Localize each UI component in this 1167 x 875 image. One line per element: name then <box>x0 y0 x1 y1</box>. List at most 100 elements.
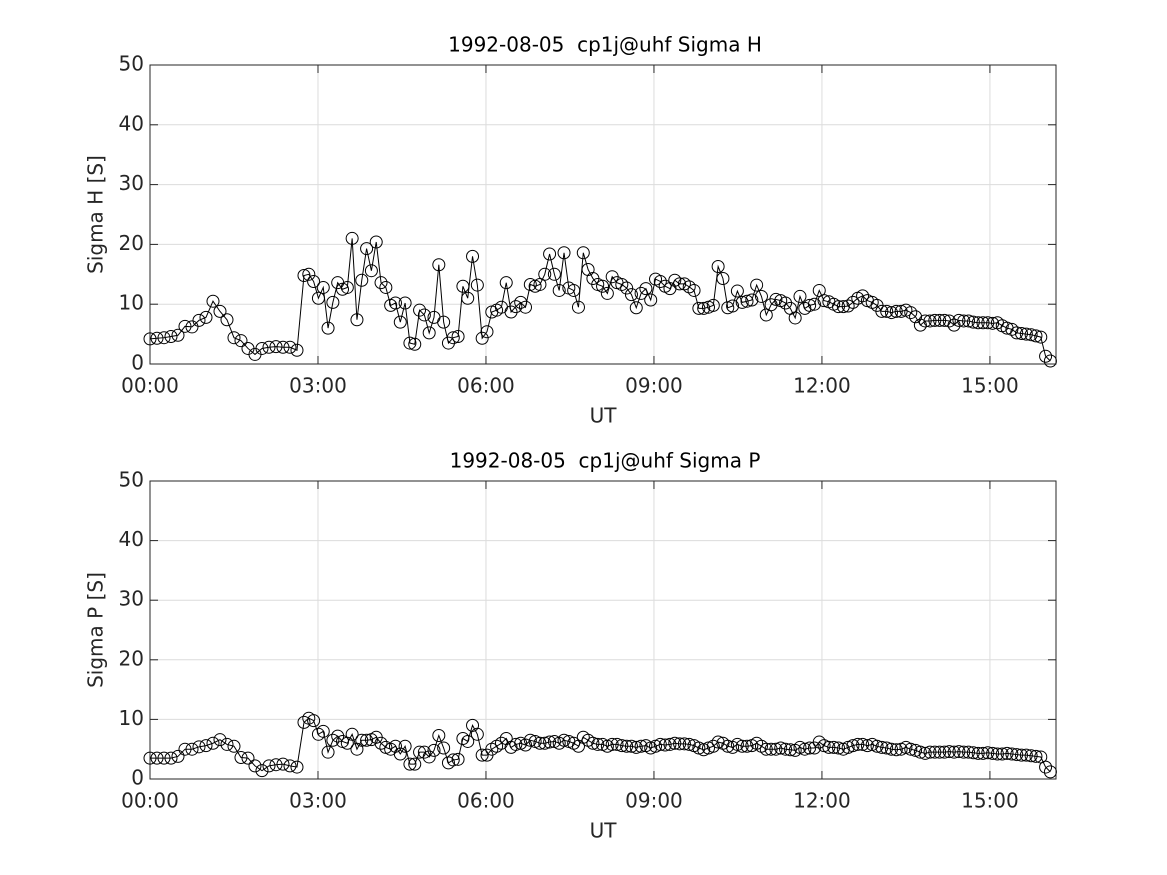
data-point <box>311 291 325 305</box>
chart-title: 1992-08-05 cp1j@uhf Sigma H <box>448 33 762 57</box>
data-point <box>178 319 192 333</box>
data-point <box>668 736 682 750</box>
data-point <box>673 277 687 291</box>
x-tick-label: 06:00 <box>457 789 515 813</box>
data-point <box>538 267 552 281</box>
data-point <box>966 315 980 329</box>
data-point <box>519 738 533 752</box>
data-point <box>653 737 667 751</box>
data-point <box>514 295 528 309</box>
data-point <box>976 746 990 760</box>
data-point <box>262 340 276 354</box>
data-point <box>227 739 241 753</box>
data-point <box>634 286 648 300</box>
data-point <box>543 247 557 261</box>
x-axis-label: UT <box>590 404 618 428</box>
data-point <box>290 343 304 357</box>
data-point <box>403 757 417 771</box>
data-point <box>461 291 475 305</box>
data-point <box>880 304 894 318</box>
data-point <box>538 736 552 750</box>
y-tick-label: 20 <box>119 646 144 670</box>
y-tick-label: 30 <box>119 587 144 611</box>
data-point <box>1024 749 1038 763</box>
data-point <box>321 745 335 759</box>
data-point <box>769 292 783 306</box>
data-point <box>331 729 345 743</box>
data-point <box>234 334 248 348</box>
data-point <box>639 282 653 296</box>
data-point <box>615 277 629 291</box>
data-point <box>466 249 480 263</box>
data-point <box>307 714 321 728</box>
y-tick-label: 50 <box>119 52 144 76</box>
data-point <box>803 298 817 312</box>
data-point <box>918 746 932 760</box>
x-tick-label: 03:00 <box>289 789 347 813</box>
data-point <box>793 289 807 303</box>
data-point <box>875 304 889 318</box>
data-point <box>345 727 359 741</box>
data-point <box>884 742 898 756</box>
data-point <box>884 306 898 320</box>
data-point <box>262 759 276 773</box>
data-point <box>509 300 523 314</box>
plot-frame <box>149 480 1057 780</box>
data-point <box>841 299 855 313</box>
data-point <box>417 745 431 759</box>
data-point <box>644 293 658 307</box>
data-point <box>417 308 431 322</box>
data-point <box>499 276 513 290</box>
data-point <box>470 278 484 292</box>
data-point <box>658 738 672 752</box>
data-point <box>302 267 316 281</box>
data-point <box>269 758 283 772</box>
data-line <box>150 717 1051 773</box>
x-tick-label: 12:00 <box>793 789 851 813</box>
data-point <box>668 273 682 287</box>
y-tick-label: 30 <box>119 171 144 195</box>
data-point <box>1034 330 1048 344</box>
subplot: 0 10 20 30 40 50 00:00 03:00 06:00 09:00 12:00 15:0… <box>84 33 1057 428</box>
data-point <box>615 739 629 753</box>
data-point <box>255 764 269 778</box>
data-point <box>711 260 725 274</box>
data-point <box>427 743 441 757</box>
data-point <box>234 751 248 765</box>
data-point <box>971 746 985 760</box>
data-point <box>199 739 213 753</box>
data-point <box>437 741 451 755</box>
y-tick-label: 40 <box>119 527 144 551</box>
data-point <box>178 742 192 756</box>
data-point <box>880 741 894 755</box>
data-point <box>769 742 783 756</box>
data-point <box>422 750 436 764</box>
x-tick-label: 03:00 <box>289 374 347 398</box>
data-point <box>764 742 778 756</box>
data-point <box>220 737 234 751</box>
data-point <box>600 286 614 300</box>
data-point <box>981 316 995 330</box>
data-point <box>340 280 354 294</box>
data-point <box>759 742 773 756</box>
plot-area <box>150 481 1056 779</box>
data-point <box>740 739 754 753</box>
data-point <box>677 737 691 751</box>
data-point <box>1010 748 1024 762</box>
data-point <box>605 737 619 751</box>
data-point <box>297 268 311 282</box>
data-point <box>923 314 937 328</box>
data-point <box>523 733 537 747</box>
data-point <box>966 746 980 760</box>
plot-frame <box>149 64 1057 365</box>
data-point <box>1024 328 1038 342</box>
data-point <box>586 736 600 750</box>
data-point <box>557 246 571 260</box>
x-axis-label: UT <box>590 819 618 843</box>
data-point <box>624 288 638 302</box>
data-point <box>923 745 937 759</box>
data-point <box>730 284 744 298</box>
data-point <box>206 294 220 308</box>
data-point <box>913 745 927 759</box>
